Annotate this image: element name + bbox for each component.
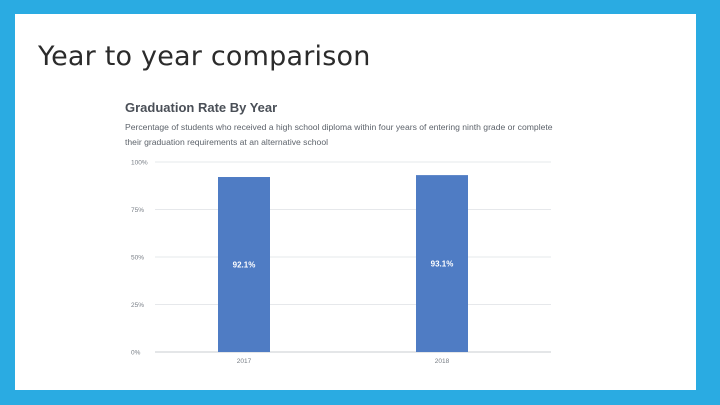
bar <box>218 177 270 352</box>
y-tick-label: 75% <box>131 207 144 214</box>
slide: Year to year comparison Graduation Rate … <box>15 14 696 390</box>
y-tick-label: 0% <box>131 350 141 357</box>
y-tick-label: 25% <box>131 302 144 309</box>
slide-title: Year to year comparison <box>38 41 371 72</box>
chart-title: Graduation Rate By Year <box>125 100 278 115</box>
bar <box>416 175 468 352</box>
x-tick-label: 2017 <box>237 358 252 365</box>
bar-chart: 0% 25% 50% 75% 100% 92.1% 2017 93.1% 2018 <box>131 160 551 365</box>
chart-subtitle: Percentage of students who received a hi… <box>125 122 553 147</box>
y-tick-label: 50% <box>131 255 144 262</box>
data-label: 92.1% <box>233 261 256 270</box>
y-tick-label: 100% <box>131 160 148 167</box>
data-label: 93.1% <box>431 260 454 269</box>
x-tick-label: 2018 <box>435 358 450 365</box>
